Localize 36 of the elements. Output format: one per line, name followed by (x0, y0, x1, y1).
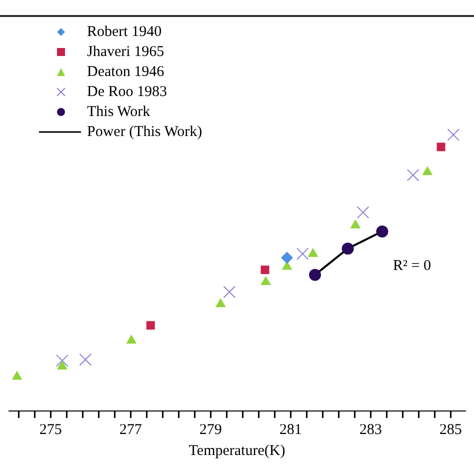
point (281, 252, 293, 264)
point (79, 353, 92, 366)
point (342, 242, 354, 255)
point (56, 354, 68, 367)
point (260, 276, 271, 286)
x-tick-label: 285 (439, 422, 462, 438)
point (12, 370, 22, 380)
point (215, 298, 226, 308)
point (376, 225, 388, 238)
x-tick-label: 283 (359, 422, 382, 438)
x-tick-label: 275 (39, 422, 62, 438)
point (126, 334, 137, 344)
x-tick-label: 279 (199, 422, 222, 438)
legend-label: De Roo 1983 (87, 84, 167, 100)
point (308, 248, 318, 257)
legend-label: Robert 1940 (87, 24, 162, 40)
legend-label: This Work (87, 104, 151, 120)
point (406, 168, 420, 182)
annotation: R² = 0 (393, 258, 431, 274)
point (309, 268, 321, 281)
point (260, 266, 270, 274)
point (350, 219, 361, 228)
point (146, 321, 155, 330)
legend-label: Power (This Work) (87, 124, 202, 140)
point (57, 360, 68, 370)
x-tick-label: 277 (119, 422, 142, 438)
legend-label: Jhaveri 1965 (87, 44, 164, 60)
point (223, 286, 236, 298)
point (356, 206, 370, 219)
x-axis-title: Temperature(K) (188, 442, 286, 459)
point (447, 128, 460, 141)
legend-label: Deaton 1946 (87, 64, 165, 80)
x-tick-label: 281 (279, 422, 302, 438)
point (436, 142, 446, 152)
point (422, 166, 433, 176)
point (296, 248, 309, 260)
